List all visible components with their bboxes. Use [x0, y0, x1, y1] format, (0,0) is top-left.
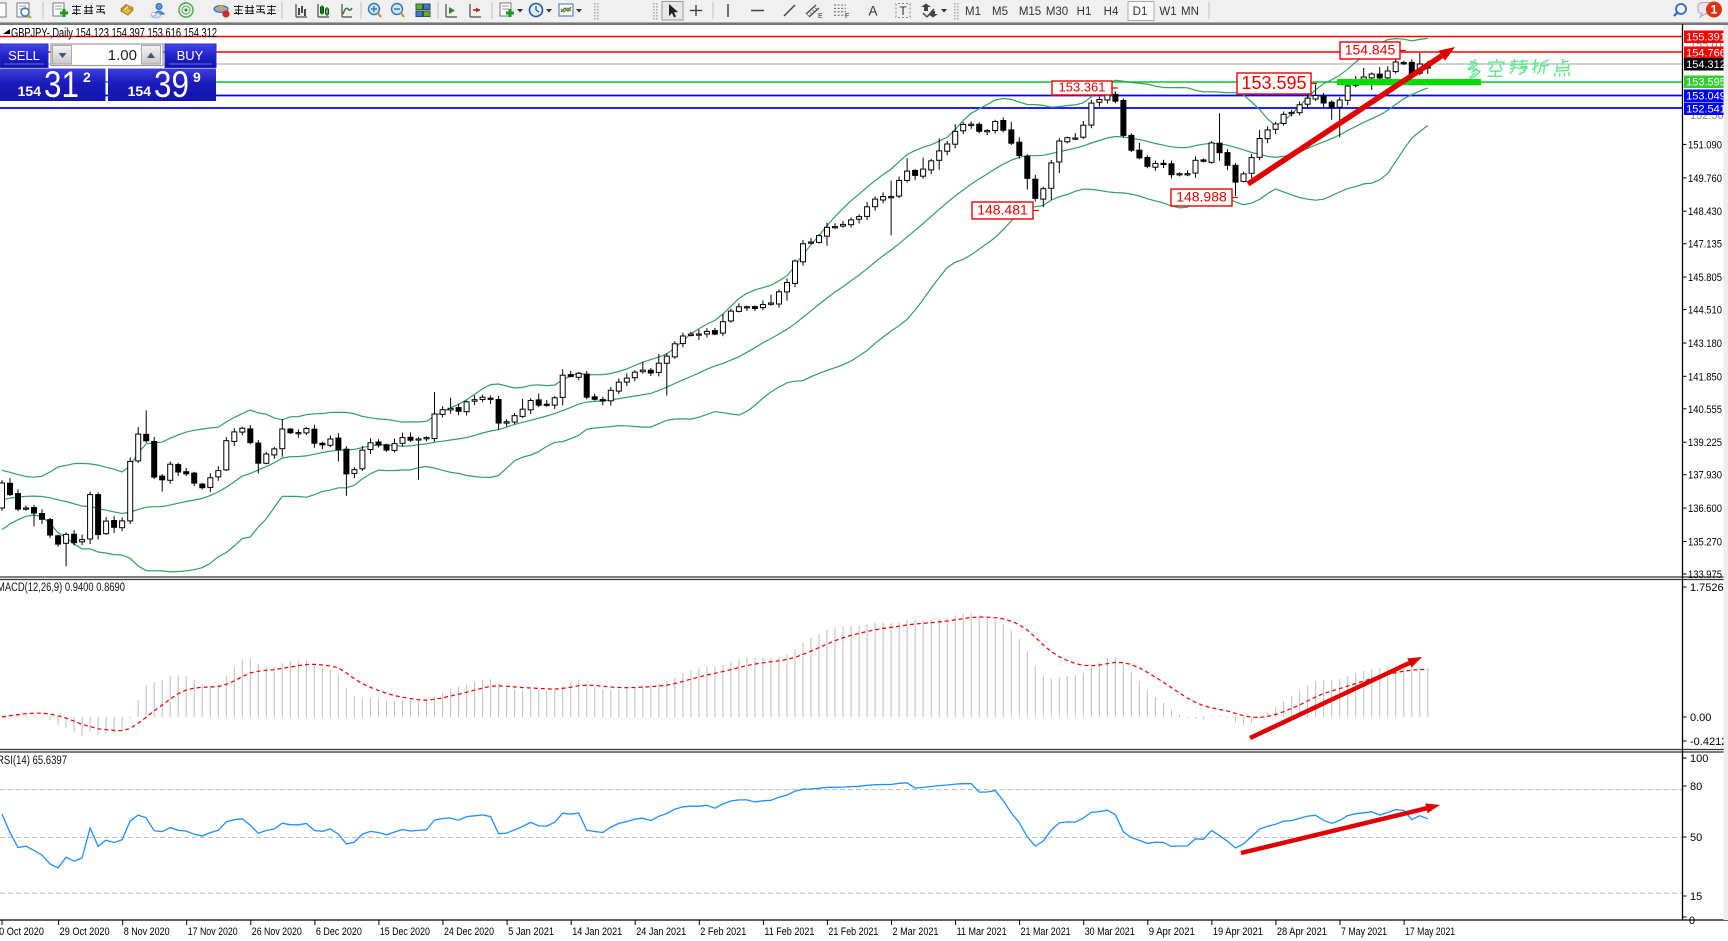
svg-text:1: 1 [1711, 3, 1718, 17]
svg-text:153.361: 153.361 [1059, 80, 1106, 95]
svg-text:136.600: 136.600 [1688, 503, 1722, 515]
svg-text:RSI(14) 65.6397: RSI(14) 65.6397 [0, 755, 67, 767]
svg-text:H4: H4 [1104, 6, 1119, 18]
svg-text:W1: W1 [1159, 6, 1176, 18]
svg-text:154: 154 [128, 83, 152, 99]
svg-text:139.225: 139.225 [1688, 437, 1722, 449]
svg-text:E: E [818, 13, 823, 20]
svg-text:24 Jan 2021: 24 Jan 2021 [636, 926, 686, 938]
svg-text:148.430: 148.430 [1688, 206, 1722, 218]
svg-text:50: 50 [1690, 832, 1702, 844]
svg-text:21 Mar 2021: 21 Mar 2021 [1021, 926, 1071, 938]
svg-text:2 Mar 2021: 2 Mar 2021 [893, 926, 939, 938]
svg-text:0.00: 0.00 [1690, 712, 1711, 724]
svg-text:9: 9 [193, 69, 201, 85]
svg-text:144.510: 144.510 [1688, 305, 1722, 317]
svg-text:21 Feb 2021: 21 Feb 2021 [828, 926, 878, 938]
svg-text:15 Dec 2020: 15 Dec 2020 [380, 926, 430, 938]
svg-text:143.180: 143.180 [1688, 338, 1722, 350]
svg-text:39: 39 [154, 64, 189, 105]
svg-text:T: T [899, 4, 907, 18]
svg-text:148.481: 148.481 [977, 202, 1028, 218]
svg-text:GBPJPY-,Daily 154.123 154.397: GBPJPY-,Daily 154.123 154.397 153.616 15… [11, 26, 217, 40]
svg-text:9 Apr 2021: 9 Apr 2021 [1149, 926, 1195, 938]
svg-text:1.7526: 1.7526 [1690, 582, 1724, 594]
svg-text:153.049: 153.049 [1686, 91, 1726, 103]
svg-text:2 Feb 2021: 2 Feb 2021 [700, 926, 746, 938]
svg-text:14 Jan 2021: 14 Jan 2021 [572, 926, 622, 938]
svg-text:155.391: 155.391 [1686, 32, 1726, 44]
svg-text:135.270: 135.270 [1688, 537, 1722, 549]
svg-text:H1: H1 [1077, 6, 1092, 18]
svg-text:20 Oct 2020: 20 Oct 2020 [0, 926, 44, 938]
svg-text:D1: D1 [1133, 6, 1148, 18]
svg-text:5 Jan 2021: 5 Jan 2021 [508, 926, 554, 938]
svg-text:M15: M15 [1019, 6, 1041, 18]
svg-text:154.312: 154.312 [1686, 59, 1726, 71]
svg-text:24 Dec 2020: 24 Dec 2020 [444, 926, 494, 938]
svg-text:15: 15 [1690, 891, 1702, 903]
svg-text:M1: M1 [965, 6, 981, 18]
svg-text:19 Apr 2021: 19 Apr 2021 [1213, 926, 1263, 938]
svg-text:145.805: 145.805 [1688, 272, 1722, 284]
svg-text:31: 31 [44, 64, 79, 105]
svg-text:148.988: 148.988 [1176, 189, 1227, 205]
svg-text:140.555: 140.555 [1688, 404, 1722, 416]
svg-text:11 Feb 2021: 11 Feb 2021 [764, 926, 814, 938]
svg-text:26 Nov 2020: 26 Nov 2020 [252, 926, 302, 938]
svg-text:0: 0 [1689, 915, 1695, 927]
svg-text:153.595: 153.595 [1241, 73, 1306, 93]
svg-text:1.00: 1.00 [108, 47, 137, 64]
svg-text:133.975: 133.975 [1688, 569, 1722, 581]
svg-text:30 Mar 2021: 30 Mar 2021 [1085, 926, 1135, 938]
svg-text:153.595: 153.595 [1686, 77, 1726, 89]
svg-text:149.760: 149.760 [1688, 173, 1722, 185]
svg-text:17 Nov 2020: 17 Nov 2020 [188, 926, 238, 938]
svg-text:17 May 2021: 17 May 2021 [1405, 926, 1455, 938]
svg-text:MN: MN [1181, 6, 1199, 18]
svg-text:29 Oct 2020: 29 Oct 2020 [60, 926, 110, 938]
svg-text:8 Nov 2020: 8 Nov 2020 [124, 926, 170, 938]
svg-text:137.930: 137.930 [1688, 470, 1722, 482]
svg-text:141.850: 141.850 [1688, 371, 1722, 383]
svg-text:154.845: 154.845 [1345, 42, 1396, 58]
svg-text:A: A [868, 4, 877, 19]
svg-text:-0.4212: -0.4212 [1690, 736, 1727, 748]
svg-text:BUY: BUY [177, 48, 204, 63]
svg-text:F: F [845, 13, 849, 20]
svg-text:M30: M30 [1046, 6, 1068, 18]
svg-text:80: 80 [1690, 781, 1702, 793]
svg-text:154.766: 154.766 [1686, 48, 1726, 60]
svg-text:M5: M5 [992, 6, 1008, 18]
svg-text:MACD(12,26,9) 0.9400 0.8690: MACD(12,26,9) 0.9400 0.8690 [0, 582, 125, 594]
svg-text:11 Mar 2021: 11 Mar 2021 [957, 926, 1007, 938]
svg-text:SELL: SELL [8, 48, 40, 63]
svg-text:151.090: 151.090 [1688, 139, 1722, 151]
svg-text:100: 100 [1690, 753, 1708, 765]
svg-text:6 Dec 2020: 6 Dec 2020 [316, 926, 362, 938]
svg-text:7 May 2021: 7 May 2021 [1341, 926, 1387, 938]
svg-text:154: 154 [18, 83, 42, 99]
svg-text:2: 2 [83, 69, 91, 85]
svg-text:147.135: 147.135 [1688, 239, 1722, 251]
svg-text:28 Apr 2021: 28 Apr 2021 [1277, 926, 1327, 938]
svg-text:152.541: 152.541 [1686, 104, 1726, 116]
